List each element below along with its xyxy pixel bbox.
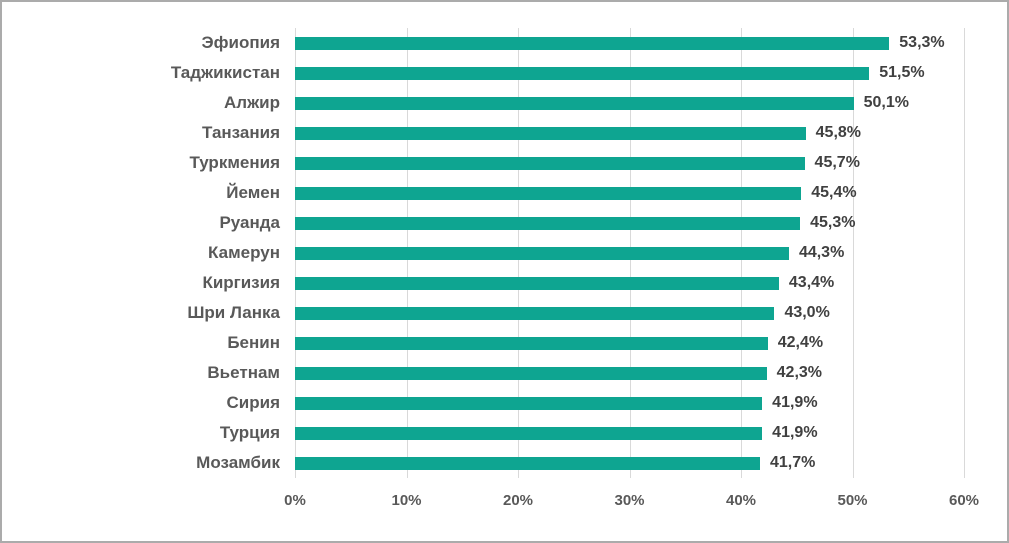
x-tick-label: 10%	[391, 492, 422, 509]
chart-row: Киргизия 43,4%	[2, 268, 1007, 298]
x-tick-label: 60%	[948, 492, 980, 509]
bar	[295, 306, 775, 320]
bar-track: 41,7%	[295, 448, 964, 478]
x-tick-label: 50%	[837, 492, 868, 509]
bar-track: 45,4%	[295, 178, 964, 208]
bar-track: 45,8%	[295, 118, 964, 148]
value-label: 45,4%	[811, 184, 857, 201]
chart-row: Шри Ланка 43,0%	[2, 298, 1007, 328]
bar	[295, 456, 760, 470]
value-label: 41,9%	[772, 424, 818, 441]
chart-row: Йемен 45,4%	[2, 178, 1007, 208]
bar-track: 42,4%	[295, 328, 964, 358]
value-label: 45,8%	[815, 124, 862, 141]
bar	[295, 96, 854, 110]
chart-row: Руанда 45,3%	[2, 208, 1007, 238]
bar-rows: Эфиопия 53,3% Таджикистан 51,5% Алжир 50…	[2, 28, 1007, 478]
bar	[295, 216, 801, 230]
value-label: 43,4%	[788, 274, 835, 291]
category-label: Эфиопия	[201, 33, 280, 52]
bar	[295, 246, 789, 260]
bar-track: 53,3%	[295, 28, 964, 58]
bar-track: 51,5%	[295, 58, 964, 88]
bar	[295, 426, 763, 440]
value-label: 53,3%	[899, 34, 945, 51]
x-tick-label: 20%	[502, 492, 534, 509]
category-label: Танзания	[201, 123, 280, 142]
chart-row: Эфиопия 53,3%	[2, 28, 1007, 58]
category-label: Киргизия	[202, 273, 280, 292]
bar	[295, 186, 802, 200]
category-label: Вьетнам	[207, 363, 280, 382]
bar	[295, 156, 805, 170]
chart-row: Алжир 50,1%	[2, 88, 1007, 118]
bar-track: 43,0%	[295, 298, 964, 328]
value-label: 51,5%	[879, 64, 925, 81]
chart-row: Туркмения 45,7%	[2, 148, 1007, 178]
value-label: 41,7%	[769, 454, 816, 471]
value-label: 45,7%	[814, 154, 860, 171]
value-label: 43,0%	[784, 304, 830, 321]
category-label: Руанда	[219, 213, 280, 232]
category-label: Камерун	[208, 243, 280, 262]
value-label: 41,9%	[772, 394, 818, 411]
bar	[295, 336, 768, 350]
chart-row: Камерун 44,3%	[2, 238, 1007, 268]
bar-track: 41,9%	[295, 388, 964, 418]
chart-row: Мозамбик 41,7%	[2, 448, 1007, 478]
bar-track: 43,4%	[295, 268, 964, 298]
gridline	[964, 28, 965, 478]
chart-row: Сирия 41,9%	[2, 388, 1007, 418]
bar	[295, 276, 779, 290]
x-tick-label: 30%	[614, 492, 645, 509]
bar	[295, 366, 767, 380]
chart-row: Турция 41,9%	[2, 418, 1007, 448]
category-label: Йемен	[226, 183, 280, 202]
bar	[295, 126, 806, 140]
bar-track: 45,3%	[295, 208, 964, 238]
category-label: Мозамбик	[196, 453, 280, 472]
bar-track: 42,3%	[295, 358, 964, 388]
bar	[295, 36, 890, 50]
value-label: 50,1%	[863, 94, 909, 111]
value-label: 44,3%	[798, 244, 845, 261]
category-label: Таджикистан	[170, 63, 280, 82]
category-label: Сирия	[226, 393, 280, 412]
x-tick-label: 0%	[284, 492, 306, 509]
bar	[295, 66, 870, 80]
bar-track: 50,1%	[295, 88, 964, 118]
chart-row: Таджикистан 51,5%	[2, 58, 1007, 88]
category-label: Туркмения	[189, 153, 280, 172]
value-label: 42,4%	[777, 334, 824, 351]
x-tick-label: 40%	[725, 492, 757, 509]
category-label: Шри Ланка	[187, 303, 280, 322]
gridline	[852, 28, 854, 478]
value-label: 42,3%	[776, 364, 823, 381]
chart-row: Бенин 42,4%	[2, 328, 1007, 358]
value-label: 45,3%	[810, 214, 856, 231]
chart-row: Танзания 45,8%	[2, 118, 1007, 148]
chart-row: Вьетнам 42,3%	[2, 358, 1007, 388]
bar-track: 44,3%	[295, 238, 964, 268]
category-label: Алжир	[224, 93, 280, 112]
bar-track: 45,7%	[295, 148, 964, 178]
bar-track: 41,9%	[295, 418, 964, 448]
category-label: Турция	[219, 423, 280, 442]
bar	[295, 396, 763, 410]
category-label: Бенин	[227, 333, 280, 352]
x-axis: 0% 10% 20% 30% 40% 50% 60%	[284, 492, 979, 512]
